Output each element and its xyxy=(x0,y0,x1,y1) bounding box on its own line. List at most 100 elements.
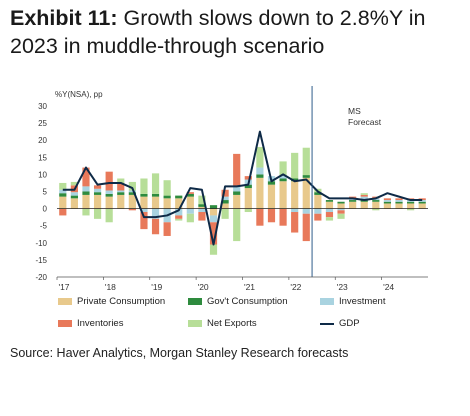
bar-segment-investment-2019q1 xyxy=(151,208,160,219)
legend-item-net-exports: Net Exports xyxy=(188,318,257,329)
bar-segment-investment-2021q2 xyxy=(256,167,264,175)
bar-segment-gov-t-consumption-2022q3 xyxy=(314,192,322,195)
bar-segment-gov-t-consumption-2021q4 xyxy=(279,178,287,182)
bar-segment-investment-2022q4 xyxy=(325,208,334,213)
bar-segment-investment-2017q2 xyxy=(70,192,78,196)
bar-segment-gov-t-consumption-2019q1 xyxy=(151,193,160,197)
bar-segment-net-exports-2019q1 xyxy=(151,173,160,194)
x-tick-label: '20 xyxy=(198,282,209,292)
legend-label: Inventories xyxy=(77,318,124,329)
bar-segment-inventories-2022q1 xyxy=(291,212,299,233)
bar-segment-private-consumption-2019q4 xyxy=(186,196,194,209)
bar-segment-inventories-2023q3 xyxy=(360,194,368,197)
bar-segment-inventories-2018q2 xyxy=(117,183,125,191)
bar-segment-net-exports-2018q1 xyxy=(105,208,113,223)
bar-segment-private-consumption-2023q1 xyxy=(337,203,345,209)
y-tick-label: 15 xyxy=(38,153,47,162)
chart-title: Exhibit 11: Growth slows down to 2.8%Y i… xyxy=(10,4,465,60)
forecast-annotation-line-2: Forecast xyxy=(348,117,382,127)
x-tick-label: '17 xyxy=(58,282,69,292)
legend-label: Private Consumption xyxy=(77,296,166,307)
bar-segment-investment-2023q3 xyxy=(360,196,368,201)
x-tick-label: '22 xyxy=(290,282,301,292)
bar-segment-private-consumption-2022q4 xyxy=(325,201,334,209)
bar-segment-net-exports-2021q1 xyxy=(244,208,252,213)
bar-segment-inventories-2017q4 xyxy=(93,185,102,189)
bar-segment-net-exports-2018q2 xyxy=(117,178,125,184)
bar-segment-inventories-2021q2 xyxy=(256,208,264,226)
bar-segment-private-consumption-2022q3 xyxy=(314,194,322,209)
bar-segment-gov-t-consumption-2023q1 xyxy=(337,201,345,204)
bar-segment-private-consumption-2024q4 xyxy=(418,203,426,209)
bar-segment-net-exports-2017q4 xyxy=(93,208,102,219)
bar-segment-private-consumption-2021q4 xyxy=(279,181,287,209)
bar-segment-net-exports-2022q4 xyxy=(325,217,334,221)
bar-segment-net-exports-2020q4 xyxy=(233,208,241,242)
bar-segment-net-exports-2024q3 xyxy=(407,208,415,211)
bar-segment-inventories-2019q2 xyxy=(163,222,171,236)
bar-segment-private-consumption-2017q3 xyxy=(82,194,90,209)
x-tick-label: '19 xyxy=(151,282,162,292)
bar-segment-private-consumption-2017q2 xyxy=(70,198,78,209)
bar-segment-investment-2020q4 xyxy=(233,186,241,192)
bar-segment-private-consumption-2018q1 xyxy=(105,196,113,209)
bar-segment-private-consumption-2023q4 xyxy=(372,201,380,209)
bar-segment-inventories-2020q3 xyxy=(221,189,229,197)
legend-line-swatch xyxy=(320,322,334,325)
bar-segment-inventories-2019q4 xyxy=(186,192,194,194)
bar-segment-inventories-2019q1 xyxy=(151,218,160,235)
x-tick-label: '18 xyxy=(105,282,116,292)
bar-segment-inventories-2017q3 xyxy=(82,167,90,187)
bar-segment-net-exports-2021q2 xyxy=(256,147,264,168)
bar-segment-investment-2023q1 xyxy=(337,208,345,211)
bar-segment-gov-t-consumption-2019q3 xyxy=(175,195,183,199)
bar-segment-gov-t-consumption-2023q2 xyxy=(349,200,357,202)
forecast-annotation-line-1: MS xyxy=(348,106,361,116)
bar-segment-investment-2018q3 xyxy=(128,190,136,193)
bar-segment-gov-t-consumption-2019q4 xyxy=(186,193,194,197)
bar-segment-investment-2021q4 xyxy=(279,175,287,179)
bar-segment-net-exports-2020q1 xyxy=(198,195,206,205)
source-note: Source: Haver Analytics, Morgan Stanley … xyxy=(10,346,349,360)
bar-segment-gov-t-consumption-2018q2 xyxy=(117,192,125,195)
bar-segment-private-consumption-2022q1 xyxy=(291,181,299,209)
bar-segment-investment-2018q1 xyxy=(105,190,113,194)
bar-segment-gov-t-consumption-2017q2 xyxy=(70,195,78,199)
bar-segment-gov-t-consumption-2018q4 xyxy=(140,193,148,197)
legend-label: Gov't Consumption xyxy=(207,296,288,307)
bar-segment-gov-t-consumption-2020q3 xyxy=(221,200,229,204)
bar-segment-investment-2022q2 xyxy=(302,208,310,214)
bar-segment-investment-2024q2 xyxy=(395,200,403,202)
bar-segment-investment-2017q1 xyxy=(59,189,67,194)
bar-segment-investment-2018q4 xyxy=(140,208,148,213)
bar-segment-gov-t-consumption-2024q1 xyxy=(383,201,392,204)
bar-segment-net-exports-2023q4 xyxy=(372,208,380,211)
bar-segment-private-consumption-2023q3 xyxy=(360,201,368,209)
y-tick-label: 0 xyxy=(43,205,48,214)
bar-segment-inventories-2022q4 xyxy=(325,212,334,218)
bar-segment-inventories-2022q3 xyxy=(314,213,322,221)
bar-segment-private-consumption-2018q2 xyxy=(117,194,125,209)
bar-segment-gov-t-consumption-2019q2 xyxy=(163,195,171,199)
bar-segment-inventories-2017q1 xyxy=(59,208,67,216)
bar-segment-private-consumption-2019q1 xyxy=(151,196,160,209)
bar-segment-inventories-2021q3 xyxy=(267,208,276,223)
bar-segment-private-consumption-2024q1 xyxy=(383,203,392,209)
gdp-line xyxy=(62,130,423,246)
bar-segment-gov-t-consumption-2022q1 xyxy=(291,178,299,182)
bar-segment-private-consumption-2024q2 xyxy=(395,203,403,209)
bar-segment-gov-t-consumption-2022q2 xyxy=(302,175,310,178)
y-tick-label: -20 xyxy=(35,273,47,282)
bar-segment-private-consumption-2020q3 xyxy=(221,203,229,209)
bar-segment-private-consumption-2022q2 xyxy=(302,177,310,209)
legend-item-private-consumption: Private Consumption xyxy=(58,296,165,307)
bar-segment-private-consumption-2023q2 xyxy=(349,201,357,209)
bar-segment-inventories-2022q2 xyxy=(302,213,310,242)
y-tick-label: -5 xyxy=(40,222,48,231)
bar-segment-net-exports-2018q4 xyxy=(140,178,148,194)
y-tick-label: 20 xyxy=(38,136,47,145)
legend-swatch xyxy=(58,298,72,305)
bar-segment-inventories-2019q3 xyxy=(175,215,183,219)
bar-segment-private-consumption-2020q4 xyxy=(233,194,241,209)
legend-item-govt-consumption: Gov't Consumption xyxy=(188,296,288,307)
